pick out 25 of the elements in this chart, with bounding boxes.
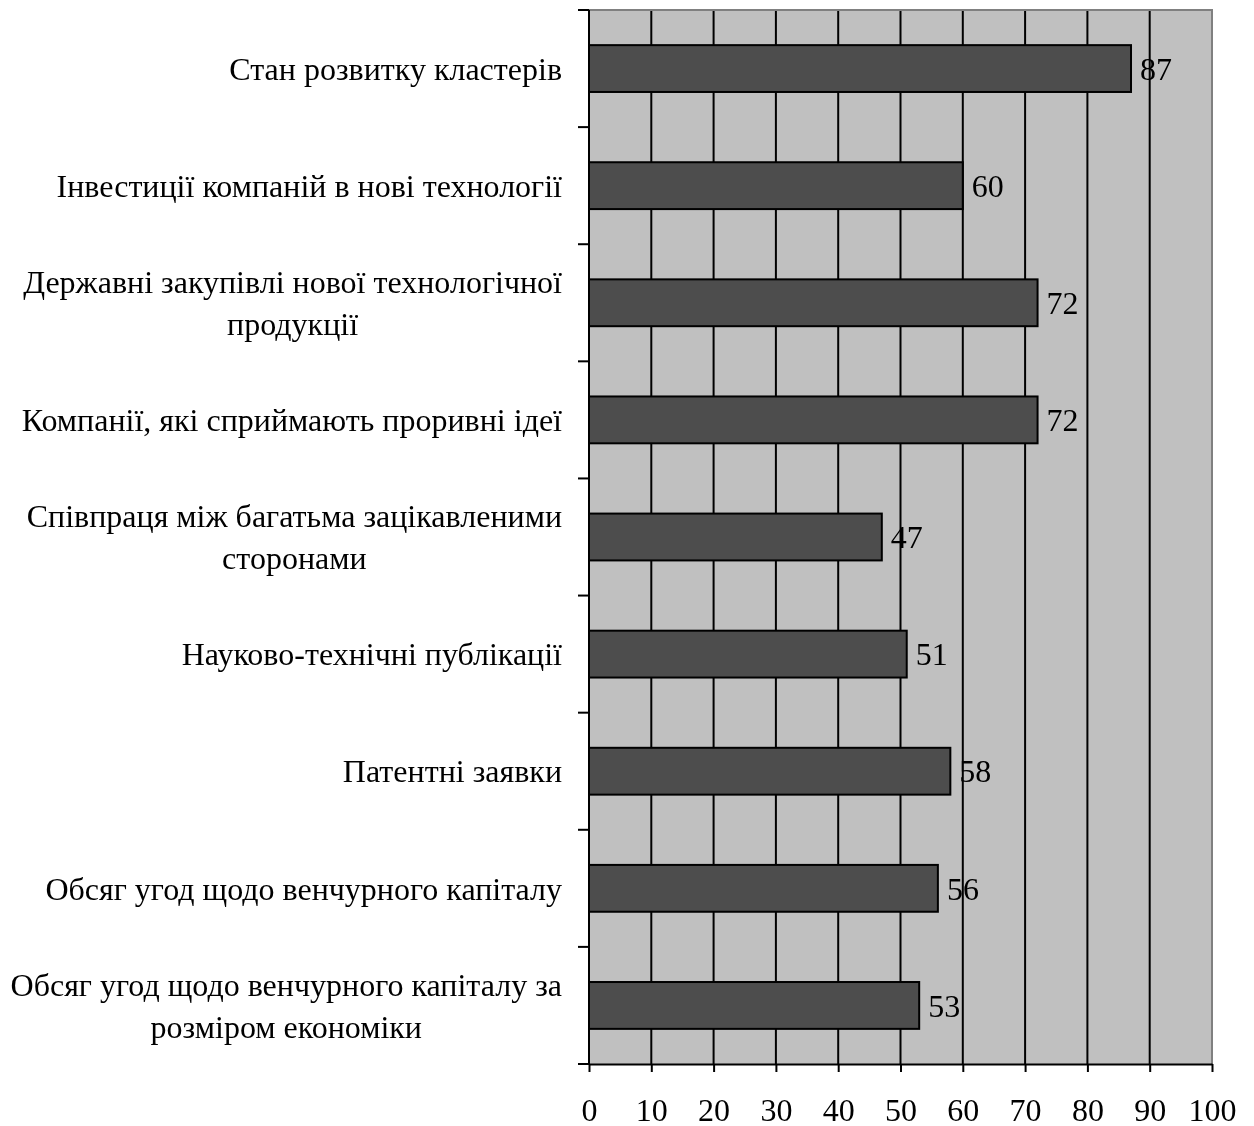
y-tick-label: Компанії, які сприймають проривні ідеї: [21, 402, 563, 439]
y-tick-label: Науково-технічні публікації: [181, 636, 563, 673]
x-tick-label: 50: [885, 1091, 917, 1126]
y-tick-label: Обсяг угод щодо венчурного капіталу: [45, 870, 562, 907]
x-tick-label: 100: [1188, 1091, 1237, 1126]
y-tick-label: Обсяг угод щодо венчурного капіталу за розміром економіки: [10, 966, 562, 1045]
data-label: 72: [1046, 402, 1079, 439]
y-tick-label: Стан розвитку кластерів: [229, 50, 562, 87]
data-label: 60: [971, 167, 1004, 204]
x-tick-label: 40: [822, 1091, 855, 1126]
y-tick-label: Співпраця між багатьма зацікавленими сторонами: [26, 498, 562, 577]
x-tick-label: 70: [1009, 1091, 1042, 1126]
data-label: 72: [1046, 284, 1079, 321]
y-tick-label: Патентні заявки: [342, 753, 562, 790]
x-tick-label: 30: [760, 1091, 793, 1126]
x-tick-label: 60: [947, 1091, 980, 1126]
x-tick-label: 20: [698, 1091, 731, 1126]
y-tick-label: Державні закупівлі нової технологічної продукції: [23, 263, 563, 342]
x-tick-label: 10: [635, 1091, 668, 1126]
x-tick-label: 80: [1071, 1091, 1104, 1126]
x-tick-label: 90: [1134, 1091, 1167, 1126]
x-tick-label: 0: [581, 1091, 598, 1126]
data-label: 53: [928, 987, 961, 1024]
data-label: 51: [915, 636, 948, 673]
y-tick-label: Інвестиції компаній в нові технології: [56, 167, 563, 204]
